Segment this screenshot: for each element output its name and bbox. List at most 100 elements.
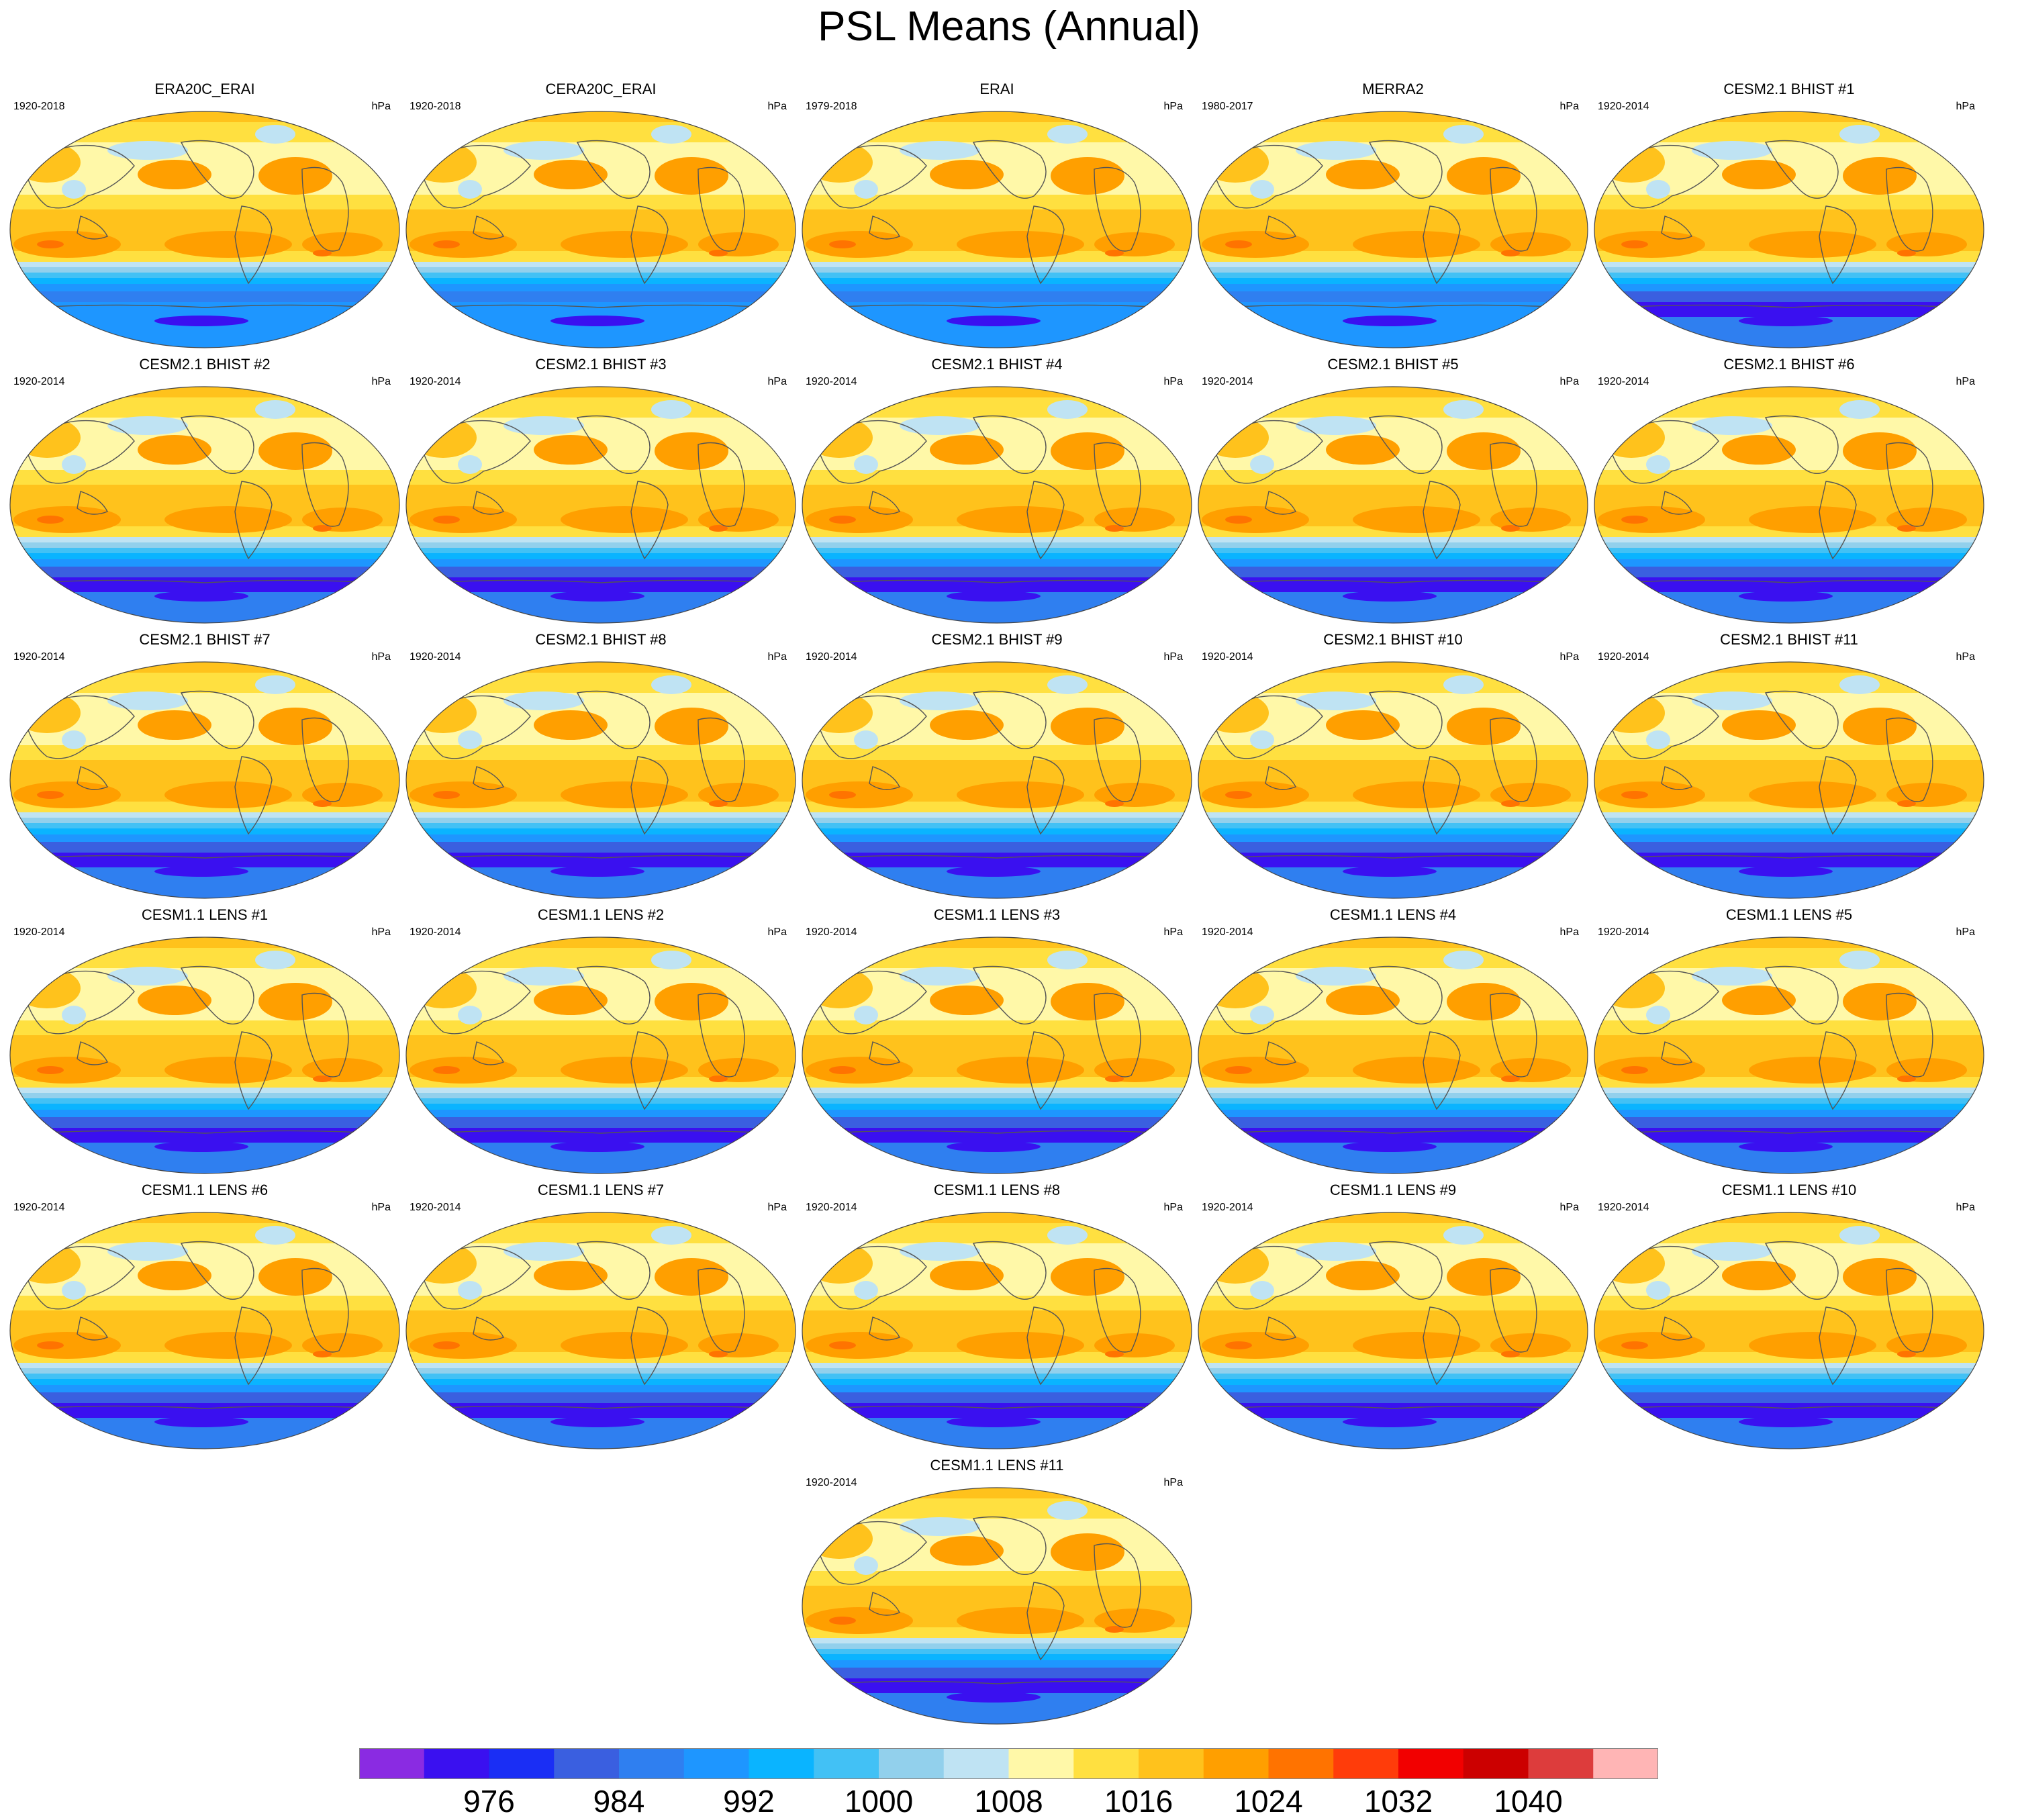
map-panel: CESM2.1 BHIST #2 1920-2014 hPa [7,356,403,624]
panel-title: CESM1.1 LENS #8 [933,1182,1061,1198]
colorbar-swatch [1593,1748,1658,1779]
psl-map [405,111,796,348]
panel-units: hPa [1163,101,1183,112]
panel-units: hPa [1163,926,1183,938]
map-panel: CERA20C_ERAI 1920-2018 hPa [403,81,799,349]
panel-title: CESM2.1 BHIST #5 [1327,356,1459,373]
map-panel: CESM1.1 LENS #4 1920-2014 hPa [1195,906,1591,1175]
panel-units: hPa [1956,926,1975,938]
panel-title: CESM2.1 BHIST #11 [1720,631,1858,648]
map-panel: CESM1.1 LENS #9 1920-2014 hPa [1195,1182,1591,1450]
panel-units: hPa [1163,376,1183,387]
colorbar-tick-label: 992 [723,1784,775,1819]
psl-map [802,111,1192,348]
map-panel: CESM2.1 BHIST #1 1920-2014 hPa [1591,81,1987,349]
panel-units: hPa [1956,101,1975,112]
map-panel: CESM2.1 BHIST #8 1920-2014 hPa [403,631,799,900]
panel-period: 1920-2014 [13,926,65,938]
map-panel: ERA20C_ERAI 1920-2018 hPa [7,81,403,349]
psl-map [1198,386,1588,624]
panel-units: hPa [1559,1202,1579,1213]
panel-title: CERA20C_ERAI [545,81,657,97]
panel-title: CESM1.1 LENS #7 [537,1182,665,1198]
panel-period: 1920-2014 [13,651,65,663]
map-panel: CESM2.1 BHIST #11 1920-2014 hPa [1591,631,1987,900]
panel-period: 1920-2014 [1202,926,1253,938]
psl-map [802,1212,1192,1449]
panel-period: 1920-2014 [806,651,857,663]
panel-period: 1920-2014 [410,926,461,938]
panel-units: hPa [767,651,787,663]
colorbar-swatch [619,1748,685,1779]
colorbar-swatch [814,1748,879,1779]
panel-units: hPa [371,651,391,663]
panel-title: CESM1.1 LENS #2 [537,906,665,923]
colorbar-swatch [1333,1748,1399,1779]
map-panel: CESM2.1 BHIST #10 1920-2014 hPa [1195,631,1591,900]
panel-title: CESM2.1 BHIST #2 [139,356,271,373]
psl-map [9,386,400,624]
panel-title: CESM1.1 LENS #5 [1725,906,1853,923]
map-panel: ERAI 1979-2018 hPa [799,81,1195,349]
panel-units: hPa [1163,1477,1183,1488]
colorbar-tick-label: 1016 [1104,1784,1173,1819]
panel-units: hPa [371,101,391,112]
panel-title: CESM1.1 LENS #6 [141,1182,269,1198]
panel-title: CESM2.1 BHIST #9 [931,631,1063,648]
psl-map [1594,1212,1984,1449]
panel-period: 1920-2014 [1202,1202,1253,1213]
panel-period: 1920-2014 [410,376,461,387]
map-panel: CESM2.1 BHIST #7 1920-2014 hPa [7,631,403,900]
panel-units: hPa [371,926,391,938]
panel-period: 1920-2014 [13,376,65,387]
panel-units: hPa [1956,376,1975,387]
panel-title: CESM1.1 LENS #4 [1329,906,1457,923]
colorbar-swatch [749,1748,814,1779]
panel-title: ERAI [979,81,1014,97]
panel-period: 1920-2014 [410,651,461,663]
map-panel: CESM1.1 LENS #7 1920-2014 hPa [403,1182,799,1450]
panel-period: 1920-2014 [1598,1202,1649,1213]
psl-map [1198,111,1588,348]
panel-period: 1920-2014 [1598,651,1649,663]
psl-map [1198,937,1588,1174]
psl-map [405,661,796,899]
panel-period: 1920-2014 [1202,651,1253,663]
colorbar-swatch [554,1748,620,1779]
panel-period: 1920-2014 [806,926,857,938]
colorbar-swatch [1463,1748,1529,1779]
colorbar-tick-labels: 976 984 992 1000 1008 1016 1024 1032 1040 [359,1779,1658,1819]
panel-period: 1920-2018 [410,101,461,112]
map-panel: CESM1.1 LENS #5 1920-2014 hPa [1591,906,1987,1175]
psl-map [802,937,1192,1174]
psl-map [802,661,1192,899]
psl-map [1594,937,1984,1174]
map-panel: CESM1.1 LENS #11 1920-2014 hPa [799,1457,1195,1725]
colorbar-swatch [1528,1748,1594,1779]
panel-units: hPa [767,926,787,938]
psl-map [9,1212,400,1449]
colorbar-swatch [1268,1748,1334,1779]
panel-title: CESM2.1 BHIST #1 [1723,81,1855,97]
map-panel: CESM2.1 BHIST #5 1920-2014 hPa [1195,356,1591,624]
panel-period: 1920-2014 [806,376,857,387]
panel-title: CESM1.1 LENS #11 [930,1457,1064,1474]
panel-units: hPa [1559,101,1579,112]
psl-map [405,1212,796,1449]
psl-map [9,661,400,899]
panel-period: 1979-2018 [806,101,857,112]
panel-title: CESM1.1 LENS #3 [933,906,1061,923]
map-panel: CESM1.1 LENS #8 1920-2014 hPa [799,1182,1195,1450]
map-panel: CESM1.1 LENS #2 1920-2014 hPa [403,906,799,1175]
colorbar [359,1748,1658,1779]
colorbar-tick-label: 976 [463,1784,515,1819]
panel-period: 1920-2014 [1202,376,1253,387]
colorbar-swatch [1398,1748,1464,1779]
psl-map [1594,386,1984,624]
panel-period: 1920-2014 [806,1202,857,1213]
panel-units: hPa [1956,651,1975,663]
panel-units: hPa [1559,926,1579,938]
map-panel: CESM2.1 BHIST #4 1920-2014 hPa [799,356,1195,624]
panel-title: CESM2.1 BHIST #3 [535,356,667,373]
panel-units: hPa [1956,1202,1975,1213]
